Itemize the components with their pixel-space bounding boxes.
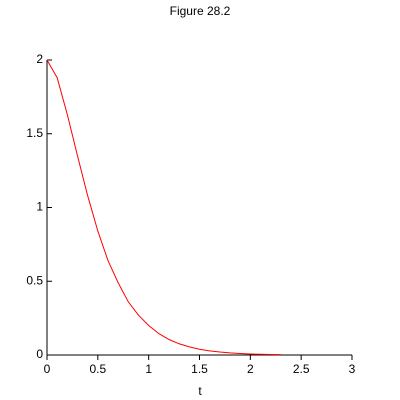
- x-axis-label: t: [198, 384, 202, 398]
- y-tick-label: 0.5: [26, 273, 43, 287]
- y-tick-label: 2: [36, 52, 43, 66]
- x-tick-label: 0.5: [89, 362, 106, 376]
- y-tick-label: 1.5: [26, 126, 43, 140]
- x-tick-label: 3: [349, 362, 356, 376]
- x-tick-label: 0: [44, 362, 51, 376]
- y-tick-label: 1: [36, 200, 43, 214]
- x-tick-label: 1.5: [191, 362, 208, 376]
- x-tick-label: 2: [247, 362, 254, 376]
- x-tick-label: 1: [145, 362, 152, 376]
- y-tick-label: 0: [36, 347, 43, 361]
- chart-title: Figure 28.2: [170, 4, 231, 18]
- line-series: [46, 59, 281, 356]
- x-tick-label: 2.5: [293, 362, 310, 376]
